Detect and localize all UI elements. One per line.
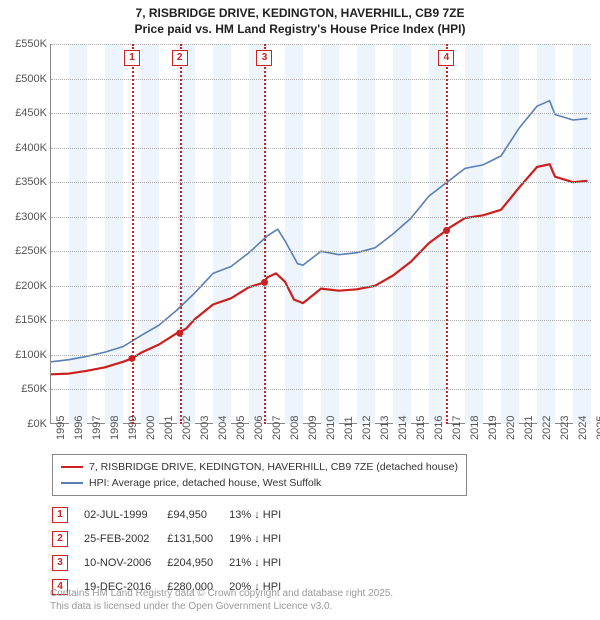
x-axis-label: 2010 bbox=[325, 420, 337, 440]
chart-container: 7, RISBRIDGE DRIVE, KEDINGTON, HAVERHILL… bbox=[0, 0, 600, 620]
sale-price: £131,500 bbox=[167, 528, 227, 550]
y-axis-label: £350K bbox=[3, 176, 47, 188]
x-axis-label: 2019 bbox=[487, 420, 499, 440]
sale-date: 25-FEB-2002 bbox=[84, 528, 165, 550]
x-axis-label: 2000 bbox=[145, 420, 157, 440]
plot-region: £0K£50K£100K£150K£200K£250K£300K£350K£40… bbox=[50, 44, 590, 424]
sale-index-box: 3 bbox=[52, 555, 68, 571]
y-axis-label: £450K bbox=[3, 107, 47, 119]
sale-marker-line bbox=[264, 44, 266, 424]
y-axis-label: £500K bbox=[3, 73, 47, 85]
footer: Contains HM Land Registry data © Crown c… bbox=[50, 588, 393, 613]
sales-row: 3 10-NOV-2006£204,95021% ↓ HPI bbox=[52, 552, 295, 574]
sales-row: 1 02-JUL-1999£94,95013% ↓ HPI bbox=[52, 504, 295, 526]
y-axis-label: £200K bbox=[3, 280, 47, 292]
legend-row-hpi: HPI: Average price, detached house, West… bbox=[61, 475, 458, 491]
sale-marker-line bbox=[446, 44, 448, 424]
legend-row-property: 7, RISBRIDGE DRIVE, KEDINGTON, HAVERHILL… bbox=[61, 459, 458, 475]
y-axis-label: £150K bbox=[3, 314, 47, 326]
legend-swatch-hpi bbox=[61, 482, 83, 484]
x-axis-label: 2013 bbox=[379, 420, 391, 440]
sale-marker-box: 2 bbox=[172, 50, 188, 66]
x-axis-label: 2024 bbox=[577, 420, 589, 440]
y-axis-label: £100K bbox=[3, 349, 47, 361]
x-axis-label: 2009 bbox=[307, 420, 319, 440]
x-axis-label: 1998 bbox=[109, 420, 121, 440]
x-axis-label: 2007 bbox=[271, 420, 283, 440]
sale-marker-line bbox=[180, 44, 182, 424]
x-axis-label: 2008 bbox=[289, 420, 301, 440]
x-axis-label: 1995 bbox=[55, 420, 67, 440]
y-axis-label: £550K bbox=[3, 38, 47, 50]
legend-label-property: 7, RISBRIDGE DRIVE, KEDINGTON, HAVERHILL… bbox=[89, 461, 458, 473]
sale-marker-box: 1 bbox=[124, 50, 140, 66]
sale-price: £204,950 bbox=[167, 552, 227, 574]
legend-swatch-property bbox=[61, 466, 83, 468]
sale-marker-box: 4 bbox=[438, 50, 454, 66]
chart-area: £0K£50K£100K£150K£200K£250K£300K£350K£40… bbox=[50, 44, 590, 424]
legend: 7, RISBRIDGE DRIVE, KEDINGTON, HAVERHILL… bbox=[52, 454, 467, 496]
x-axis-label: 2012 bbox=[361, 420, 373, 440]
x-axis-label: 1997 bbox=[91, 420, 103, 440]
sale-date: 10-NOV-2006 bbox=[84, 552, 165, 574]
sale-marker-line bbox=[132, 44, 134, 424]
sale-delta: 21% ↓ HPI bbox=[229, 552, 295, 574]
sale-date: 02-JUL-1999 bbox=[84, 504, 165, 526]
x-axis-label: 2001 bbox=[163, 420, 175, 440]
y-axis-label: £300K bbox=[3, 211, 47, 223]
x-axis-label: 2016 bbox=[433, 420, 445, 440]
x-axis-label: 2011 bbox=[343, 420, 355, 440]
x-axis-label: 1996 bbox=[73, 420, 85, 440]
x-axis-label: 2005 bbox=[235, 420, 247, 440]
title-line-1: 7, RISBRIDGE DRIVE, KEDINGTON, HAVERHILL… bbox=[10, 6, 590, 22]
sales-row: 2 25-FEB-2002£131,50019% ↓ HPI bbox=[52, 528, 295, 550]
x-axis-label: 2021 bbox=[523, 420, 535, 440]
sale-price: £94,950 bbox=[167, 504, 227, 526]
sale-delta: 13% ↓ HPI bbox=[229, 504, 295, 526]
y-axis-label: £250K bbox=[3, 245, 47, 257]
y-axis-label: £50K bbox=[3, 383, 47, 395]
footer-line-2: This data is licensed under the Open Gov… bbox=[50, 601, 393, 614]
x-axis-label: 2018 bbox=[469, 420, 481, 440]
title-block: 7, RISBRIDGE DRIVE, KEDINGTON, HAVERHILL… bbox=[0, 0, 600, 39]
x-axis-label: 2017 bbox=[451, 420, 463, 440]
y-axis-label: £0K bbox=[3, 418, 47, 430]
x-axis-label: 2025 bbox=[595, 420, 600, 440]
x-axis-label: 2004 bbox=[217, 420, 229, 440]
y-axis-label: £400K bbox=[3, 142, 47, 154]
sale-index-box: 2 bbox=[52, 531, 68, 547]
sale-delta: 19% ↓ HPI bbox=[229, 528, 295, 550]
sale-marker-box: 3 bbox=[256, 50, 272, 66]
sales-table: 1 02-JUL-1999£94,95013% ↓ HPI 2 25-FEB-2002… bbox=[50, 502, 297, 600]
x-axis-label: 2022 bbox=[541, 420, 553, 440]
x-axis-label: 2003 bbox=[199, 420, 211, 440]
x-axis-label: 2020 bbox=[505, 420, 517, 440]
footer-line-1: Contains HM Land Registry data © Crown c… bbox=[50, 588, 393, 601]
legend-label-hpi: HPI: Average price, detached house, West… bbox=[89, 477, 321, 489]
sale-index-box: 1 bbox=[52, 507, 68, 523]
x-axis-label: 2015 bbox=[415, 420, 427, 440]
x-axis-label: 2002 bbox=[181, 420, 193, 440]
x-axis-label: 2014 bbox=[397, 420, 409, 440]
x-axis-label: 2023 bbox=[559, 420, 571, 440]
x-axis-label: 2006 bbox=[253, 420, 265, 440]
title-line-2: Price paid vs. HM Land Registry's House … bbox=[10, 22, 590, 38]
